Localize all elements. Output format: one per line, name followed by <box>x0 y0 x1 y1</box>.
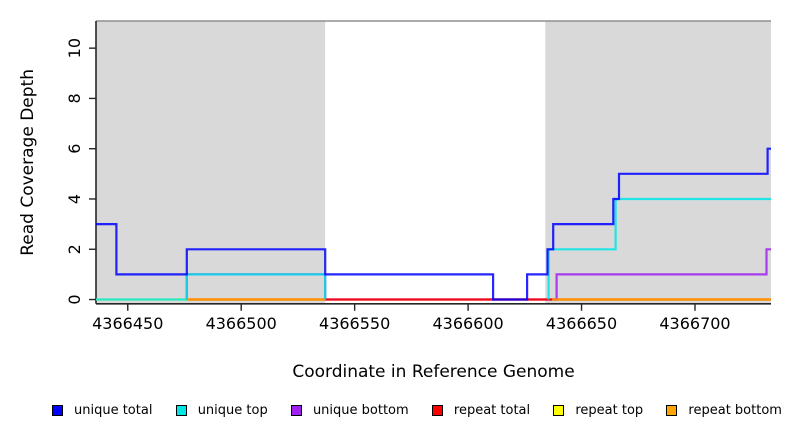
y-axis-title: Read Coverage Depth <box>18 69 38 256</box>
x-tick-label: 4366650 <box>546 314 617 333</box>
legend-label: unique bottom <box>312 402 409 418</box>
x-tick-label: 4366500 <box>206 314 277 333</box>
x-tick-label: 4366450 <box>92 314 163 333</box>
legend-swatch-unique-top <box>175 404 187 416</box>
legend-item-unique-top: unique top <box>175 402 268 418</box>
y-tick-label: 6 <box>65 144 84 154</box>
legend-item-unique-total: unique total <box>52 403 152 418</box>
legend-item-repeat-total: repeat total <box>431 402 531 418</box>
legend-swatch-repeat-top <box>553 404 565 416</box>
y-tick-label: 0 <box>65 294 84 304</box>
y-tick-label: 2 <box>65 244 84 254</box>
x-axis-title: Coordinate in Reference Genome <box>292 362 574 382</box>
legend-swatch-repeat-total <box>431 404 443 416</box>
left-repeat-region <box>96 21 326 304</box>
y-tick-label: 8 <box>65 93 84 103</box>
plot-line-unique-total <box>96 147 771 301</box>
x-tick-label: 4366700 <box>659 314 730 333</box>
legend-label: repeat top <box>575 402 644 418</box>
legend-item-repeat-top: repeat top <box>553 403 643 418</box>
legend-label: repeat bottom <box>688 402 782 418</box>
legend: unique total unique top unique bottom repea… <box>52 396 782 424</box>
legend-label: repeat total <box>453 402 531 418</box>
right-repeat-region <box>545 21 771 304</box>
legend-swatch-unique-total <box>52 404 63 416</box>
legend-label: unique total <box>74 402 153 418</box>
legend-item-unique-bottom: unique bottom <box>290 402 409 418</box>
legend-swatch-unique-bottom <box>290 404 302 416</box>
legend-label: unique top <box>197 402 268 418</box>
legend-swatch-repeat-bottom <box>666 404 678 416</box>
y-tick-label: 10 <box>65 38 84 58</box>
x-tick-label: 4366550 <box>319 314 390 333</box>
y-tick-label: 4 <box>65 194 84 204</box>
legend-item-repeat-bottom: repeat bottom <box>666 403 782 418</box>
x-tick-label: 4366600 <box>432 314 503 333</box>
